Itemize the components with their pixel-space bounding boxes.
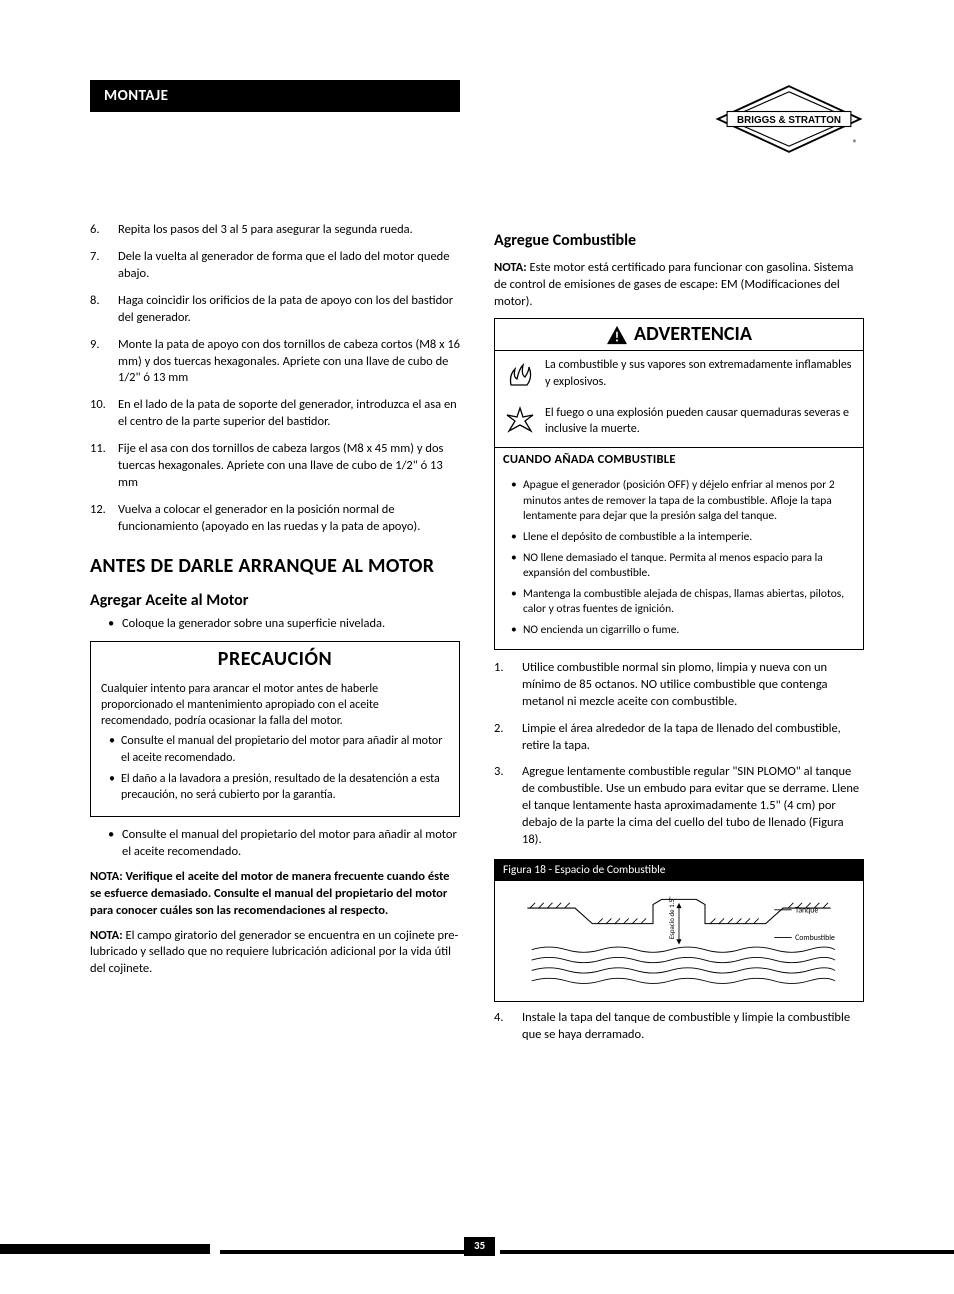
list-item: Llene el depósito de combustible a la in… xyxy=(511,530,855,546)
list-item: NO llene demasiado el tanque. Permita al… xyxy=(511,551,855,582)
svg-text:Espacio de 1.5": Espacio de 1.5" xyxy=(667,896,676,939)
svg-text:®: ® xyxy=(853,137,858,149)
list-item: Coloque la generador sobre una superfici… xyxy=(108,616,460,633)
fire-icon xyxy=(503,357,537,393)
svg-text:Tanque: Tanque xyxy=(795,907,818,916)
section-header: MONTAJE xyxy=(90,80,460,112)
svg-text:Combustible: Combustible xyxy=(795,934,835,943)
right-column: Agregue Combustible NOTA: Este motor est… xyxy=(494,222,864,1054)
nota-oil-check: NOTA: Verifique el aceite del motor de m… xyxy=(90,869,460,920)
list-item: Mantenga la combustible alejada de chisp… xyxy=(511,587,855,618)
caution-lead: Cualquier intento para arancar el motor … xyxy=(101,681,449,730)
nota-bearing: NOTA: El campo giratorio del generador s… xyxy=(90,928,460,979)
list-item: Consulte el manual del propietario del m… xyxy=(108,827,460,861)
fuel-step-4: 4.Instale la tapa del tanque de combusti… xyxy=(494,1010,864,1044)
list-item: El daño a la lavadora a presión, resulta… xyxy=(109,771,449,803)
add-fuel-heading: Agregue Combustible xyxy=(494,230,864,252)
caution-title: PRECAUCIÓN xyxy=(91,642,459,675)
svg-text:!: ! xyxy=(615,328,619,345)
before-start-heading: ANTES DE DARLE ARRANQUE AL MOTOR xyxy=(90,553,460,580)
list-item: NO encienda un cigarrillo o fume. xyxy=(511,623,855,639)
warning-triangle-icon: ! xyxy=(606,325,628,345)
explosion-icon xyxy=(503,405,537,441)
oil-bullets: Coloque la generador sobre una superfici… xyxy=(108,616,460,633)
page-footer: 35 xyxy=(90,1234,864,1254)
warning-title: ADVERTENCIA xyxy=(634,321,752,348)
left-column: 6.Repita los pasos del 3 al 5 para asegu… xyxy=(90,222,460,1054)
list-item: Apague el generador (posición OFF) y déj… xyxy=(511,478,855,525)
fuel-steps: 1.Utilice combustible normal sin plomo, … xyxy=(494,660,864,849)
list-item: Consulte el manual del propietario del m… xyxy=(109,733,449,765)
hazard-text-2: El fuego o una explosión pueden causar q… xyxy=(545,405,855,437)
warning-box: ! ADVERTENCIA La combustible y sus vapor… xyxy=(494,318,864,650)
page-number: 35 xyxy=(464,1237,495,1256)
brand-logo: BRIGGS & STRATTON ® xyxy=(714,84,864,160)
when-adding-fuel-heading: CUANDO AÑADA COMBUSTIBLE xyxy=(495,447,863,471)
nota-engine-cert: NOTA: Este motor está certificado para f… xyxy=(494,260,864,311)
svg-text:BRIGGS & STRATTON: BRIGGS & STRATTON xyxy=(737,115,841,126)
caution-box: PRECAUCIÓN Cualquier intento para aranca… xyxy=(90,641,460,817)
figure-title: Figura 18 - Espacio de Combustible xyxy=(495,860,863,882)
hazard-text-1: La combustible y sus vapores son extrema… xyxy=(545,357,855,389)
assembly-steps-continued: 6.Repita los pasos del 3 al 5 para asegu… xyxy=(90,222,460,535)
add-oil-heading: Agregar Aceite al Motor xyxy=(90,590,460,612)
figure-18: Figura 18 - Espacio de Combustible xyxy=(494,859,864,1003)
after-caution-bullets: Consulte el manual del propietario del m… xyxy=(108,827,460,861)
